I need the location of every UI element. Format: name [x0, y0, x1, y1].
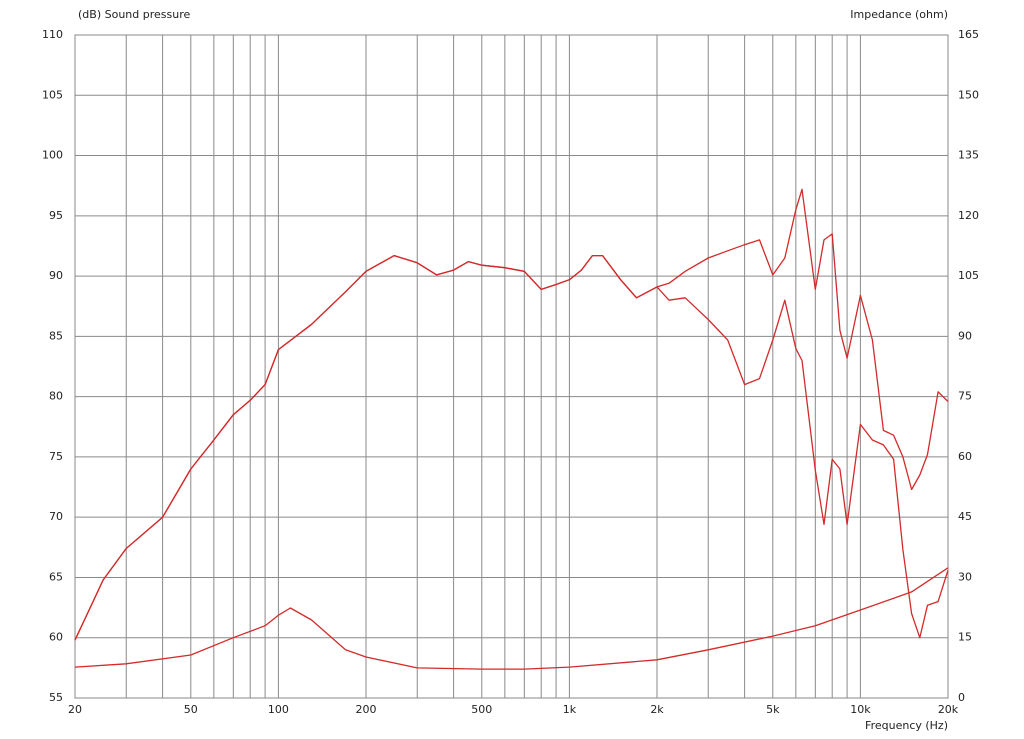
y-tick-label: 105: [42, 88, 63, 101]
y2-tick-label: 90: [958, 329, 972, 342]
x-axis-label: Frequency (Hz): [865, 719, 948, 732]
x-tick-label: 2k: [650, 703, 664, 716]
x-tick-label: 500: [471, 703, 492, 716]
y2-tick-label: 105: [958, 269, 979, 282]
x-tick-label: 20k: [938, 703, 959, 716]
y2-tick-label: 165: [958, 28, 979, 41]
y2-tick-label: 30: [958, 570, 972, 583]
y-tick-label: 60: [49, 631, 63, 644]
y-tick-label: 100: [42, 149, 63, 162]
y-tick-label: 75: [49, 450, 63, 463]
curve: [74, 567, 949, 670]
y2-tick-label: 15: [958, 631, 972, 644]
y2-tick-label: 45: [958, 510, 972, 523]
y-axis-label: (dB) Sound pressure: [78, 8, 190, 21]
y-tick-label: 95: [49, 209, 63, 222]
y2-tick-label: 0: [958, 691, 965, 704]
y2-tick-label: 120: [958, 209, 979, 222]
y2-tick-label: 150: [958, 88, 979, 101]
x-tick-label: 20: [68, 703, 82, 716]
y-tick-label: 85: [49, 329, 63, 342]
plot-area: [74, 34, 949, 699]
y-tick-label: 55: [49, 691, 63, 704]
curve: [74, 254, 949, 641]
y-tick-label: 70: [49, 510, 63, 523]
y2-tick-label: 60: [958, 450, 972, 463]
y-tick-label: 65: [49, 570, 63, 583]
x-tick-label: 1k: [563, 703, 577, 716]
x-tick-label: 200: [356, 703, 377, 716]
y-tick-label: 90: [49, 269, 63, 282]
x-tick-label: 100: [268, 703, 289, 716]
y2-tick-label: 75: [958, 390, 972, 403]
y2-axis-label: Impedance (ohm): [850, 8, 948, 21]
y2-tick-label: 135: [958, 149, 979, 162]
x-tick-label: 5k: [766, 703, 780, 716]
y-tick-label: 80: [49, 390, 63, 403]
x-tick-label: 10k: [850, 703, 871, 716]
y-tick-label: 110: [42, 28, 63, 41]
x-tick-label: 50: [184, 703, 198, 716]
